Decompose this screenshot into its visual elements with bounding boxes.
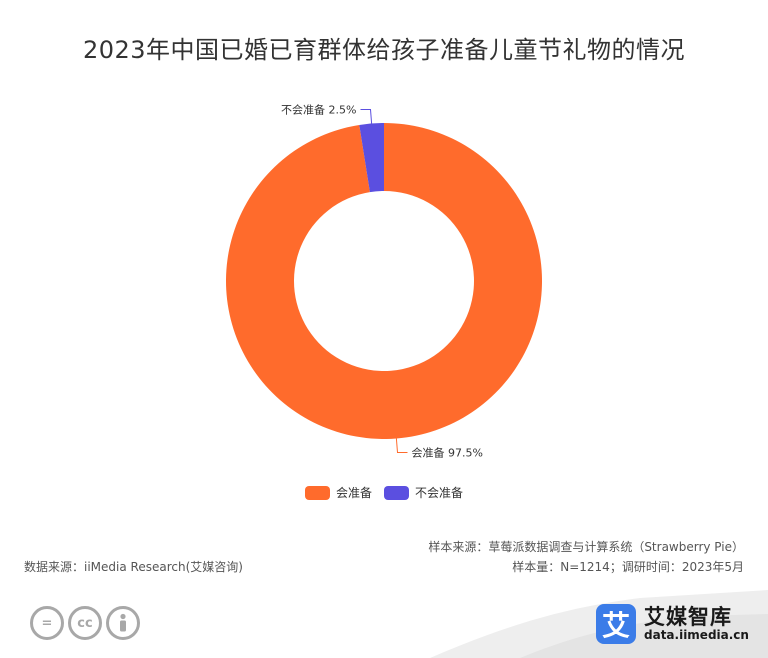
cc-icon: cc xyxy=(68,606,102,640)
chart-title: 2023年中国已婚已育群体给孩子准备儿童节礼物的情况 xyxy=(82,36,686,64)
leader-line-0 xyxy=(395,438,408,453)
data-source: 数据来源：iiMedia Research(艾媒咨询) xyxy=(24,560,243,574)
logo-mark: 艾 xyxy=(596,604,636,644)
donut-chart: 会准备 97.5% 不会准备 2.5% xyxy=(226,103,543,459)
leader-line-1 xyxy=(360,109,373,124)
pie-slice-1[interactable] xyxy=(359,123,384,193)
legend-label-0: 会准备 xyxy=(335,486,372,500)
legend-item-1[interactable]: 不会准备 xyxy=(384,484,463,501)
legend-swatch-0 xyxy=(304,485,330,500)
slice-label-0: 会准备 97.5% xyxy=(411,445,482,459)
brand-url: data.iimedia.cn xyxy=(644,627,749,642)
license-icons: = cc xyxy=(30,606,140,640)
legend-item-0[interactable]: 会准备 xyxy=(304,484,372,501)
legend-swatch-1 xyxy=(384,485,409,500)
pie-slice-0[interactable] xyxy=(226,123,543,440)
person-icon xyxy=(106,606,140,640)
chart-legend: 会准备 不会准备 xyxy=(0,484,768,501)
slice-label-1: 不会准备 2.5% xyxy=(281,103,356,117)
brand-logo: 艾 艾媒智库 data.iimedia.cn xyxy=(596,604,749,644)
sample-source: 样本来源：草莓派数据调查与计算系统（Strawberry Pie） xyxy=(428,540,744,554)
legend-label-1: 不会准备 xyxy=(415,486,464,500)
brand-name: 艾媒智库 xyxy=(644,604,732,629)
sample-info: 样本量：N=1214；调研时间：2023年5月 xyxy=(512,560,744,574)
equals-icon: = xyxy=(30,606,64,640)
